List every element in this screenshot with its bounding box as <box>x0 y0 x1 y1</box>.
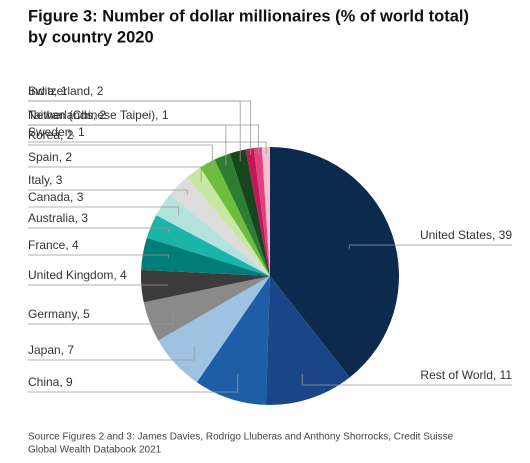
slice-label: Switzerland, 2 <box>28 84 104 98</box>
pie-slice <box>229 149 270 276</box>
leader-line <box>28 284 168 286</box>
slice-label: Spain, 2 <box>28 150 72 164</box>
pie-slice <box>200 159 270 276</box>
pie-slice <box>196 276 270 405</box>
leader-line <box>348 244 512 249</box>
leader-line <box>28 100 252 155</box>
source-note: Source Figures 2 and 3: James Davies, Ro… <box>28 432 454 443</box>
slice-label: United Kingdom, 4 <box>28 268 127 282</box>
leader-line <box>28 141 267 154</box>
slice-label: Australia, 3 <box>28 211 88 225</box>
pie-slice <box>169 177 270 276</box>
leader-line <box>28 144 213 173</box>
leader-line <box>28 312 174 325</box>
slice-label: Canada, 3 <box>28 190 84 204</box>
pie-slice <box>214 153 270 276</box>
leader-line <box>28 374 239 393</box>
pie-slice <box>187 167 270 276</box>
pie-slice <box>141 237 270 276</box>
pie-slice <box>156 194 270 276</box>
slice-label: Sweden, 1 <box>28 125 85 139</box>
pie-slice <box>158 276 270 383</box>
slice-label: Rest of World, 11 <box>420 368 512 382</box>
leader-line <box>28 124 259 155</box>
slice-label: Germany, 5 <box>28 307 90 321</box>
pie-slice <box>270 147 400 378</box>
pie-slice <box>245 148 270 276</box>
pie-slice <box>261 147 270 276</box>
slice-label: India, 1 <box>28 84 68 98</box>
leader-line <box>28 189 188 195</box>
pie-slice <box>265 276 350 405</box>
slice-label: United States, 39 <box>420 228 512 242</box>
chart-title: by country 2020 <box>28 28 154 46</box>
pie-slice <box>253 147 270 276</box>
slice-label: Italy, 3 <box>28 173 63 187</box>
pie-slice <box>141 269 270 303</box>
slice-label: China, 9 <box>28 375 73 389</box>
leader-line <box>301 374 512 386</box>
slice-label: Korea, 2 <box>28 128 74 142</box>
slice-label: France, 4 <box>28 238 79 252</box>
leader-line <box>28 206 180 216</box>
slice-label: Netherlands, 2 <box>28 108 106 122</box>
slice-label: Taiwan (Chinese Taipei), 1 <box>28 108 169 122</box>
leader-line <box>28 227 170 234</box>
pie-slice <box>146 215 270 276</box>
slice-label: Japan, 7 <box>28 343 74 357</box>
pie-slice <box>143 276 270 341</box>
leader-line <box>28 254 169 259</box>
chart-title: Figure 3: Number of dollar millionaires … <box>28 7 469 25</box>
leader-line <box>28 346 195 361</box>
source-note: Global Wealth Databook 2021 <box>28 445 162 456</box>
